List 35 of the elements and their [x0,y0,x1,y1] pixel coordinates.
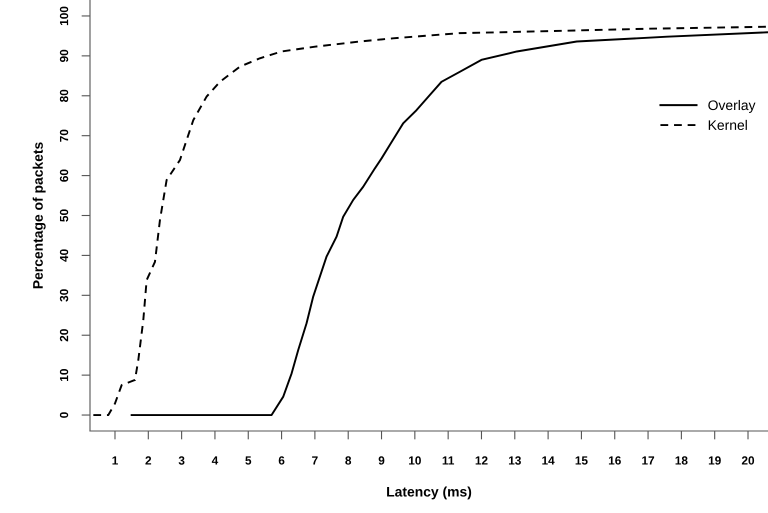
x-tick-label: 8 [345,456,352,465]
x-tick-label: 17 [642,456,654,465]
x-tick-label: 2 [145,456,152,465]
x-tick-label: 12 [476,456,488,465]
y-tick-label: 80 [60,90,68,102]
x-tick-label: 4 [212,456,218,465]
x-tick-label: 1 [112,456,118,465]
x-tick-label: 3 [178,456,184,465]
y-tick-label: 10 [60,369,68,381]
y-tick-label: 50 [60,209,68,222]
y-tick-label: 20 [60,329,68,342]
x-tick-label: 14 [542,456,555,465]
y-tick-label: 90 [60,50,68,62]
y-tick-label: 30 [60,289,68,302]
x-tick-label: 15 [576,456,588,465]
x-tick-label: 20 [742,456,754,465]
x-tick-label: 9 [378,456,384,465]
y-tick-label: 0 [60,412,68,418]
x-tick-label: 19 [708,456,721,465]
x-tick-label: 6 [278,456,284,465]
legend-label: Overlay [708,100,756,113]
x-tick-label: 11 [442,456,454,465]
y-axis-title: Percentage of packets [32,142,46,288]
x-tick-label: 13 [508,456,521,465]
x-tick-label: 5 [245,456,252,465]
legend-label: Kernel [708,120,747,130]
y-tick-label: 60 [60,170,68,182]
x-tick-label: 18 [676,456,688,465]
x-axis-title: Latency (ms) [387,486,472,500]
x-tick-label: 7 [312,456,318,465]
y-tick-label: 40 [60,249,68,262]
x-tick-label: 10 [409,456,421,465]
x-tick-label: 16 [608,456,621,465]
y-tick-label: 100 [60,6,68,26]
y-tick-label: 70 [60,130,68,142]
